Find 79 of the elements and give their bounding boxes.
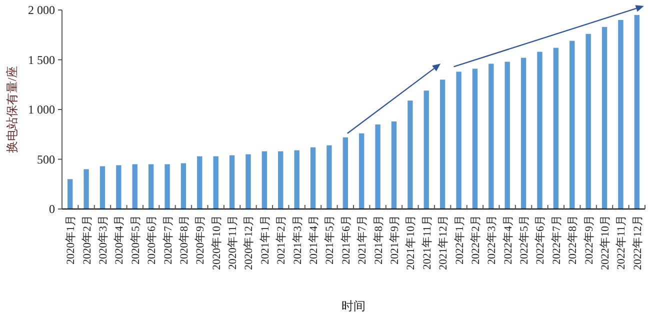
- x-tick-label: 2022年8月: [567, 215, 580, 264]
- y-tick-label: 0: [49, 202, 55, 216]
- y-axis-title: 换电站保有量/座: [5, 66, 19, 154]
- x-tick-label: 2021年3月: [292, 215, 304, 264]
- bar: [229, 155, 235, 209]
- bar: [278, 151, 284, 209]
- bar: [246, 154, 251, 209]
- x-tick-label: 2020年7月: [162, 215, 174, 264]
- bar: [375, 124, 380, 209]
- bar: [391, 121, 397, 209]
- bar: [586, 34, 591, 209]
- x-tick-label: 2022年12月: [632, 215, 644, 270]
- bar: [294, 150, 300, 209]
- x-tick-label: 2020年8月: [178, 215, 190, 264]
- x-tick-label: 2022年10月: [600, 215, 612, 270]
- bar: [132, 164, 138, 209]
- x-tick-label: 2022年1月: [454, 215, 466, 264]
- x-tick-label: 2021年11月: [421, 215, 434, 270]
- x-tick-label: 2020年4月: [114, 215, 126, 264]
- bar: [408, 100, 413, 209]
- x-tick-label: 2020年2月: [81, 215, 94, 264]
- bar: [472, 68, 478, 209]
- bar: [148, 164, 154, 209]
- x-tick-label: 2020年11月: [227, 215, 240, 270]
- x-tick-label: 2020年9月: [194, 215, 207, 264]
- x-tick-label: 2022年11月: [616, 215, 628, 270]
- bar: [84, 169, 89, 209]
- x-tick-label: 2020年6月: [146, 215, 158, 264]
- bar: [456, 72, 462, 209]
- y-tick-label: 1 500: [28, 52, 55, 67]
- bar: [520, 58, 526, 209]
- x-tick-label: 2022年5月: [518, 215, 531, 264]
- y-tick-label: 500: [37, 152, 55, 166]
- x-tick-label: 2022年2月: [470, 215, 482, 264]
- bar: [197, 156, 202, 209]
- x-tick-label: 2020年10月: [210, 215, 223, 270]
- x-tick-label: 2021年10月: [405, 215, 418, 270]
- x-tick-label: 2021年8月: [372, 215, 385, 264]
- x-tick-label: 2021年2月: [276, 215, 288, 264]
- bar: [342, 137, 348, 209]
- bar: [504, 62, 510, 209]
- x-axis-title: 时间: [342, 299, 366, 313]
- bar: [440, 80, 446, 209]
- x-tick-label: 2021年9月: [388, 215, 401, 264]
- x-tick-label: 2021年4月: [308, 215, 320, 264]
- x-tick-label: 2020年1月: [65, 215, 78, 264]
- bar: [164, 164, 170, 209]
- x-tick-label: 2020年5月: [130, 215, 142, 264]
- x-tick-label: 2022年7月: [550, 215, 563, 264]
- bar: [570, 40, 575, 209]
- bar: [424, 90, 429, 209]
- bar: [634, 14, 640, 209]
- x-tick-label: 2022年6月: [534, 215, 547, 264]
- bar: [618, 20, 624, 209]
- bar: [180, 163, 186, 209]
- bar: [262, 151, 268, 209]
- x-tick-label: 2022年4月: [502, 215, 514, 264]
- x-tick-label: 2021年1月: [259, 215, 272, 264]
- x-tick-label: 2021年6月: [340, 215, 352, 264]
- bar: [359, 133, 364, 209]
- y-tick-label: 2 000: [28, 3, 55, 18]
- bar: [68, 179, 73, 209]
- x-tick-label: 2021年12月: [438, 215, 450, 270]
- x-tick-label: 2021年5月: [324, 215, 336, 264]
- x-tick-label: 2020年3月: [97, 215, 110, 264]
- x-tick-label: 2020年12月: [243, 215, 256, 270]
- bar: [213, 156, 218, 209]
- bar: [326, 145, 332, 209]
- y-tick-label: 1 000: [28, 102, 55, 117]
- x-tick-label: 2022年3月: [486, 215, 498, 264]
- bar: [537, 52, 542, 209]
- x-tick-label: 2021年7月: [356, 215, 369, 264]
- bar: [116, 165, 122, 209]
- bar: [602, 26, 608, 209]
- bar: [310, 147, 316, 209]
- bar: [488, 64, 494, 209]
- bar: [100, 166, 106, 209]
- bar: [553, 48, 559, 209]
- x-tick-label: 2022年9月: [583, 215, 596, 264]
